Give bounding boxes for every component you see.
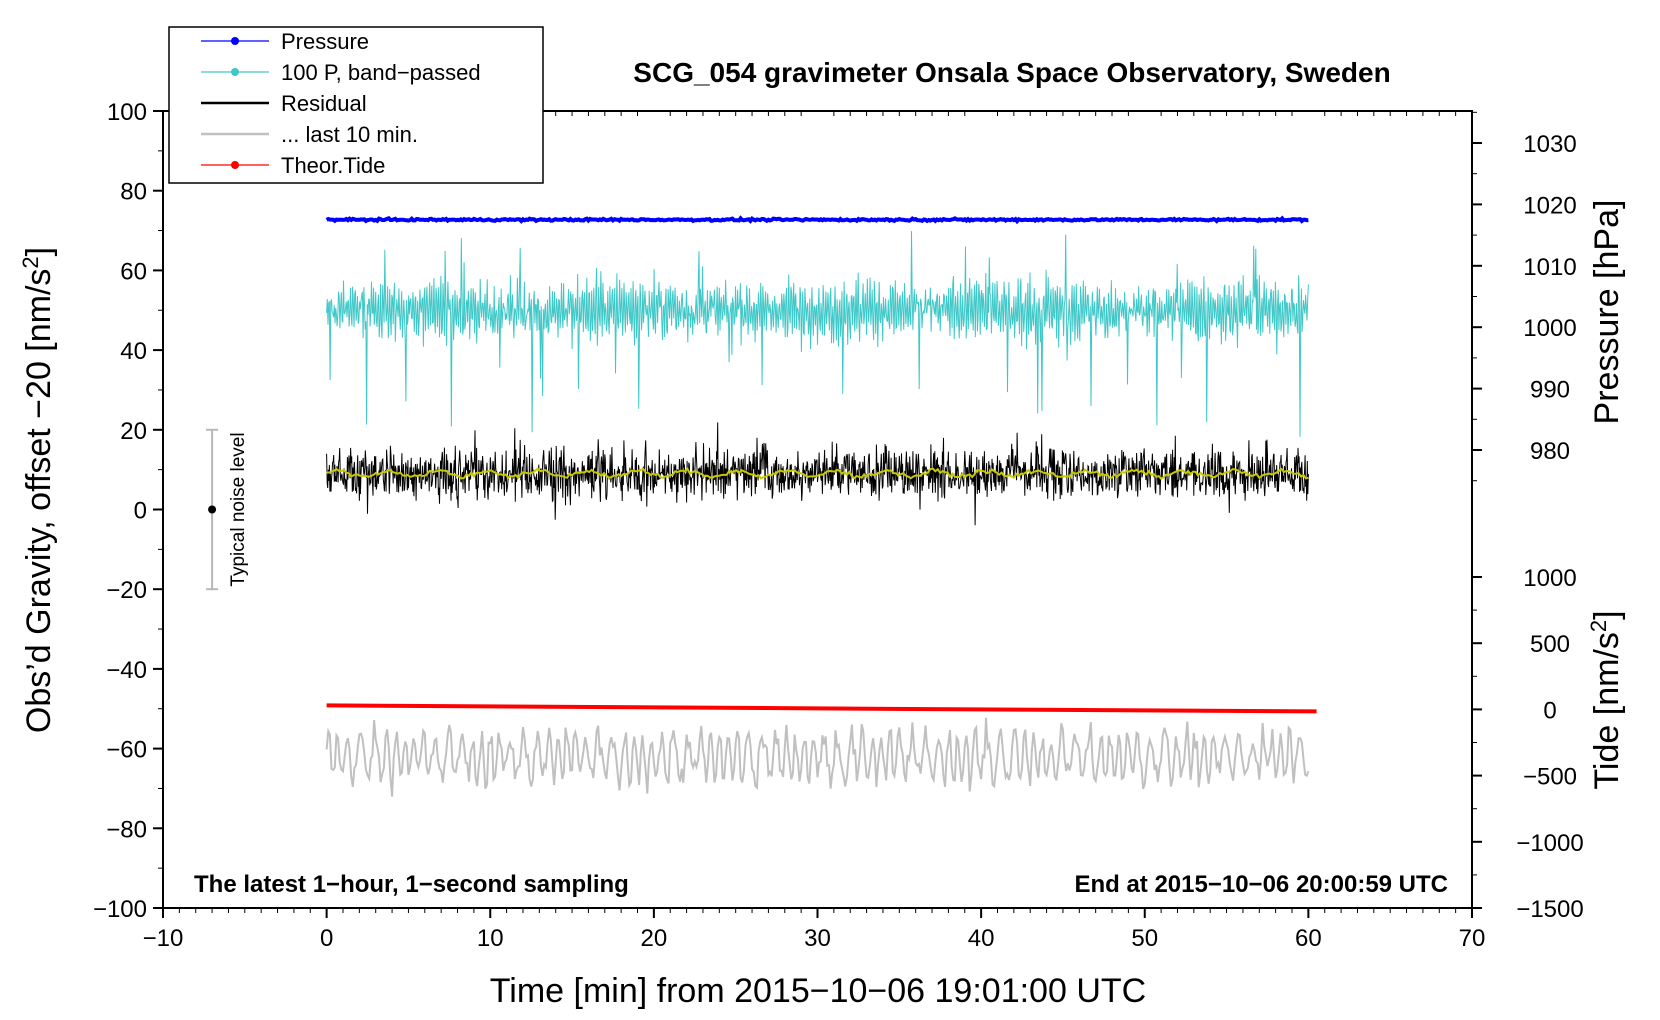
legend-marker bbox=[231, 68, 239, 76]
series-pressure-bandpassed bbox=[326, 231, 1309, 437]
series-theor-tide bbox=[326, 703, 1317, 714]
x-tick-label: 60 bbox=[1295, 925, 1322, 952]
y-tick-label: 100 bbox=[107, 99, 147, 126]
pressure-tick-label: 980 bbox=[1530, 438, 1570, 465]
x-tick-label: 0 bbox=[320, 925, 333, 952]
y-axis-label-tide: Tide [nm/s2] bbox=[1586, 610, 1626, 789]
x-tick-label: 30 bbox=[804, 925, 831, 952]
pressure-tick-label: 1030 bbox=[1523, 131, 1576, 158]
series-layer bbox=[325, 215, 1317, 797]
bottom-right-note: End at 2015−10−06 20:00:59 UTC bbox=[1074, 871, 1448, 898]
x-tick-label: 10 bbox=[477, 925, 504, 952]
series-pressure bbox=[325, 215, 1309, 225]
x-tick-label: −10 bbox=[143, 925, 184, 952]
x-tick-label: 50 bbox=[1131, 925, 1158, 952]
bottom-left-note: The latest 1−hour, 1−second sampling bbox=[194, 871, 629, 898]
y-axis-label-left: Obs’d Gravity, offset −20 [nm/s2] bbox=[18, 247, 58, 733]
legend-label: ... last 10 min. bbox=[281, 122, 418, 147]
pressure-tick-label: 1000 bbox=[1523, 315, 1576, 342]
tide-tick-label: 500 bbox=[1530, 631, 1570, 658]
series-residual-smoothed bbox=[326, 467, 1309, 480]
y-tick-label: −100 bbox=[93, 896, 147, 923]
pressure-tick-label: 990 bbox=[1530, 377, 1570, 404]
legend-box bbox=[168, 26, 544, 184]
chart-title: SCG_054 gravimeter Onsala Space Observat… bbox=[633, 57, 1390, 88]
y-tick-label: 60 bbox=[120, 258, 147, 285]
y-axis-label-pressure: Pressure [hPa] bbox=[1588, 200, 1626, 425]
y-axis-left: −100 −80 −60 −40 −20 0 20 40 60 80 100 bbox=[93, 99, 163, 923]
y-axis-pressure: 980 990 1000 1010 1020 1030 bbox=[1472, 111, 1577, 482]
y-tick-label: 20 bbox=[120, 418, 147, 445]
x-axis: −10 0 10 20 30 40 50 60 70 bbox=[143, 111, 1486, 952]
legend-label: 100 P, band−passed bbox=[281, 60, 481, 85]
noise-level-bar: Typical noise level bbox=[206, 428, 249, 591]
y-tick-label: −40 bbox=[106, 657, 147, 684]
series-residual bbox=[326, 422, 1309, 526]
noise-bar-label: Typical noise level bbox=[228, 432, 249, 586]
tide-tick-label: −1500 bbox=[1516, 896, 1583, 923]
legend-marker bbox=[231, 37, 239, 45]
pressure-tick-label: 1020 bbox=[1523, 192, 1576, 219]
x-tick-label: 20 bbox=[641, 925, 668, 952]
y-tick-label: −20 bbox=[106, 577, 147, 604]
series-last-10-min bbox=[325, 717, 1310, 797]
x-tick-label: 70 bbox=[1459, 925, 1486, 952]
legend-marker bbox=[231, 161, 239, 169]
tide-tick-label: 0 bbox=[1543, 697, 1556, 724]
legend-label: Pressure bbox=[281, 29, 369, 54]
tide-tick-label: 1000 bbox=[1523, 565, 1576, 592]
pressure-tick-label: 1010 bbox=[1523, 254, 1576, 281]
y-axis-tide: −1500 −1000 −500 0 500 1000 bbox=[1472, 565, 1584, 923]
x-axis-label: Time [min] from 2015−10−06 19:01:00 UTC bbox=[490, 972, 1146, 1010]
y-tick-label: 40 bbox=[120, 338, 147, 365]
y-tick-label: 80 bbox=[120, 179, 147, 206]
legend-label: Theor.Tide bbox=[281, 153, 385, 178]
tide-tick-label: −500 bbox=[1523, 764, 1577, 791]
y-tick-label: −60 bbox=[106, 737, 147, 764]
y-tick-label: 0 bbox=[134, 498, 147, 525]
x-tick-label: 40 bbox=[968, 925, 995, 952]
tide-tick-label: −1000 bbox=[1516, 830, 1583, 857]
legend-label: Residual bbox=[281, 91, 367, 116]
legend: Pressure 100 P, band−passed Residual ... la… bbox=[168, 26, 544, 184]
noise-bar-center bbox=[208, 505, 217, 514]
y-tick-label: −80 bbox=[106, 816, 147, 843]
